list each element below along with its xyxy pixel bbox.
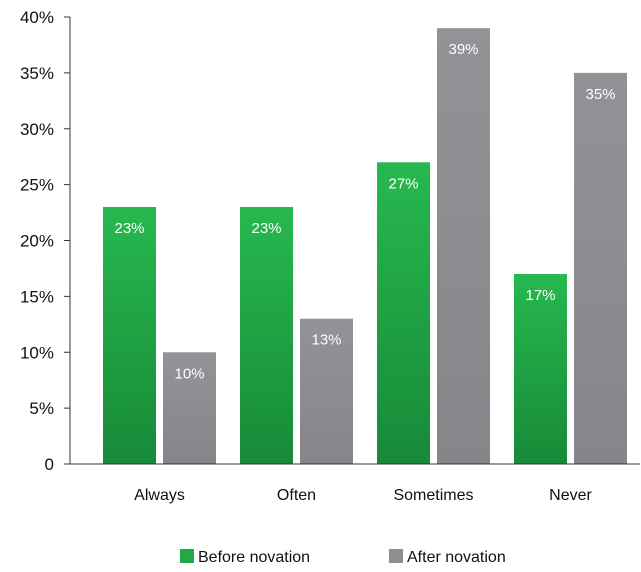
x-category-label: Often [277,487,316,504]
y-tick-label: 10% [20,343,54,362]
bars: 23% 10% 23% 13% 27% 39% 17% 35% [103,28,627,465]
y-tick-label: 5% [29,399,54,418]
bar-after-novation [437,28,490,465]
x-category-label: Never [549,487,592,504]
bar-before-novation [240,206,293,464]
legend-swatch-before [180,549,194,563]
legend-label-after: After novation [407,549,506,566]
y-tick-label: 40% [20,8,54,27]
legend-swatch-after [389,549,403,563]
data-label-before-novation: 27% [388,175,418,192]
y-tick-label: 20% [20,232,54,251]
bar-before-novation [103,206,156,464]
x-category-label: Sometimes [393,487,473,504]
bar-after-novation [163,352,216,464]
y-tick-label: 15% [20,287,54,306]
data-label-after-novation: 39% [448,41,478,58]
y-tick-label: 25% [20,176,54,195]
bar-after-novation [574,72,627,464]
data-label-after-novation: 13% [311,332,341,349]
y-axis: 0 5% 10% 15% 20% 25% 30% 35% 40% [20,8,71,474]
bar-after-novation [300,318,353,464]
legend-label-before: Before novation [198,549,310,566]
x-category-label: Always [134,487,185,504]
x-axis: Always Often Sometimes Never [70,463,640,504]
data-label-before-novation: 23% [114,220,144,237]
y-tick-label: 35% [20,64,54,83]
legend: Before novation After novation [180,549,506,566]
y-tick-label: 30% [20,120,54,139]
bar-before-novation [377,162,430,464]
data-label-after-novation: 35% [585,86,615,103]
y-tick-label: 0 [45,455,54,474]
data-label-before-novation: 23% [251,220,281,237]
bar-before-novation [514,274,567,464]
data-label-after-novation: 10% [174,365,204,382]
data-label-before-novation: 17% [525,287,555,304]
